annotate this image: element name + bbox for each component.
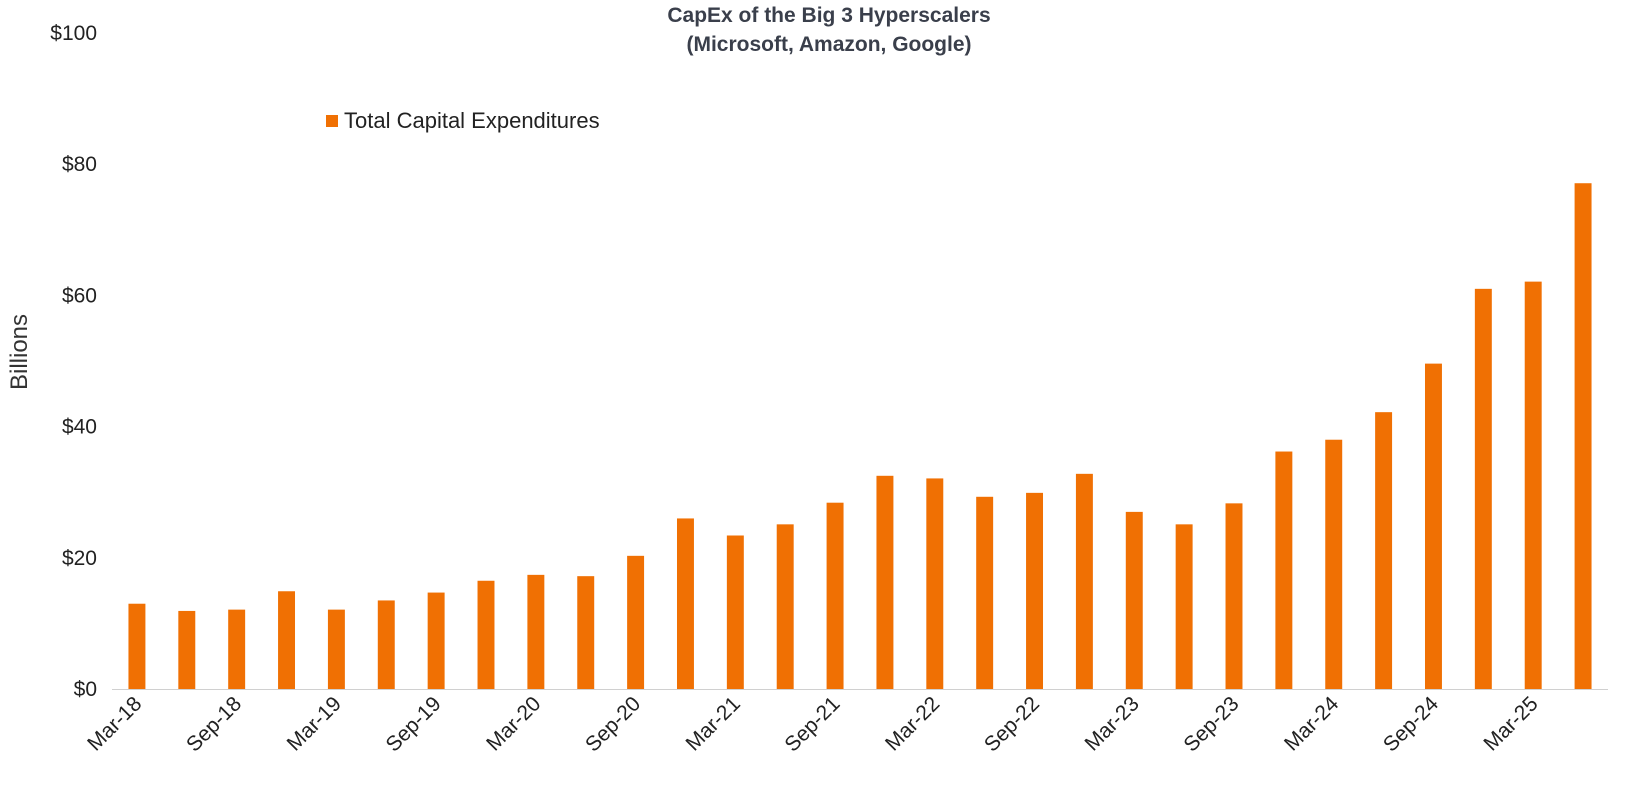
bar-Sep-21 xyxy=(826,502,844,689)
bar-Jun-22 xyxy=(976,496,994,689)
y-tick-label: $20 xyxy=(62,547,97,570)
legend-swatch xyxy=(326,115,338,127)
bar-Jun-20 xyxy=(577,576,595,689)
bar-Sep-24 xyxy=(1424,363,1442,689)
x-tick-label: Sep-18 xyxy=(182,692,246,756)
y-tick-label: $80 xyxy=(62,153,97,176)
legend-label: Total Capital Expenditures xyxy=(344,108,600,133)
bar-Sep-22 xyxy=(1026,492,1044,689)
bar-Mar-19 xyxy=(327,609,345,689)
y-tick-label: $60 xyxy=(62,284,97,307)
x-tick-label: Mar-21 xyxy=(682,692,745,755)
x-tick-label: Mar-25 xyxy=(1479,692,1542,755)
x-tick-label: Sep-22 xyxy=(980,692,1044,756)
chart-title: CapEx of the Big 3 Hyperscalers (Microso… xyxy=(667,4,990,56)
bar-Mar-24 xyxy=(1325,439,1343,689)
y-axis-label: Billions xyxy=(6,314,33,390)
bar-Dec-24 xyxy=(1474,288,1492,689)
y-axis-ticks: $0 $20 $40 $60 $80 $100 xyxy=(50,22,97,701)
x-tick-label: Sep-20 xyxy=(581,692,645,756)
bar-Jun-24 xyxy=(1375,412,1393,689)
x-tick-label: Mar-23 xyxy=(1080,692,1143,755)
x-axis-ticks: Mar-18 Sep-18 Mar-19 Sep-19 Mar-20 Sep-20 Mar-… xyxy=(83,692,1543,756)
x-tick-label: Sep-24 xyxy=(1379,692,1443,756)
bar-Jun-21 xyxy=(776,524,794,689)
bar-Dec-18 xyxy=(278,591,296,689)
x-tick-label: Mar-24 xyxy=(1280,692,1344,756)
bar-Sep-19 xyxy=(427,592,445,689)
x-tick-label: Sep-19 xyxy=(382,692,446,756)
bar-Dec-20 xyxy=(676,518,694,689)
bar-Dec-23 xyxy=(1275,451,1293,689)
bar-Dec-21 xyxy=(876,475,894,689)
bar-Mar-22 xyxy=(926,478,944,689)
y-tick-label: $100 xyxy=(50,22,97,45)
y-tick-label: $0 xyxy=(74,678,97,701)
legend: Total Capital Expenditures xyxy=(326,108,600,133)
x-tick-label: Mar-22 xyxy=(881,692,944,755)
bar-Dec-19 xyxy=(477,580,495,689)
bar-Sep-23 xyxy=(1225,503,1243,689)
bar-Mar-20 xyxy=(527,574,545,689)
bar-Dec-22 xyxy=(1075,473,1093,689)
y-tick-label: $40 xyxy=(62,416,97,439)
bar-Mar-21 xyxy=(726,535,744,689)
bar-Sep-18 xyxy=(228,609,246,689)
x-tick-label: Sep-23 xyxy=(1179,692,1243,756)
bar-Jun-25 xyxy=(1574,183,1592,689)
bar-Jun-23 xyxy=(1175,524,1193,689)
bar-Jun-18 xyxy=(178,610,196,689)
bar-Mar-23 xyxy=(1125,511,1143,689)
x-tick-label: Mar-20 xyxy=(482,692,545,755)
bar-Jun-19 xyxy=(377,600,395,689)
x-tick-label: Mar-18 xyxy=(83,692,146,755)
bar-Mar-18 xyxy=(128,603,146,689)
bar-series xyxy=(128,183,1592,689)
chart-title-line-1: CapEx of the Big 3 Hyperscalers xyxy=(667,4,990,27)
chart-title-line-2: (Microsoft, Amazon, Google) xyxy=(686,33,971,56)
x-tick-label: Sep-21 xyxy=(780,692,844,756)
bar-Sep-20 xyxy=(627,555,645,689)
x-tick-label: Mar-19 xyxy=(283,692,346,755)
bar-Mar-25 xyxy=(1524,281,1542,689)
